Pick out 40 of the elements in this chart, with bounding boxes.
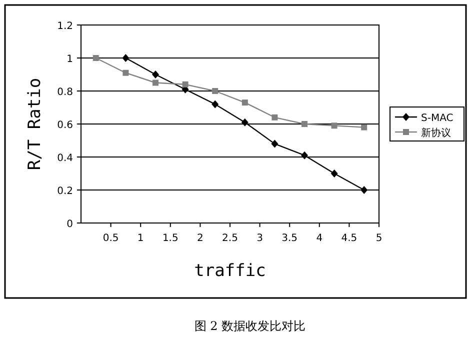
x-tick-label: 3.5 (282, 233, 298, 244)
point (272, 114, 278, 120)
x-tick-label: 1.5 (162, 233, 178, 244)
point (122, 54, 130, 62)
point (92, 55, 99, 61)
point (360, 186, 368, 194)
y-tick-label: 0.4 (57, 153, 73, 164)
x-axis-title: traffic (194, 261, 266, 281)
x-tick-label: 5 (376, 233, 382, 244)
caption: 图 2 数据收发比对比 (194, 319, 306, 333)
y-tick-label: 0.2 (57, 186, 73, 197)
point (122, 70, 129, 76)
point (241, 118, 248, 126)
y-tick-label: 0 (66, 219, 73, 230)
point (242, 100, 248, 106)
y-tick-label: 1 (66, 54, 73, 65)
legend-label: S-MAC (421, 113, 454, 124)
point (152, 70, 159, 78)
point (152, 80, 158, 86)
x-tick-label: 2.5 (222, 233, 238, 244)
x-tick-label: 3 (256, 233, 263, 244)
x-tick-label: 2 (197, 233, 204, 244)
x-tick-label: 4 (316, 233, 323, 244)
point (330, 170, 338, 178)
y-axis-title: R/T Ratio (25, 78, 45, 170)
point (212, 88, 218, 94)
x-tick-label: 0.5 (102, 233, 119, 244)
legend-label: 新协议 (421, 127, 451, 139)
point (331, 122, 338, 129)
point (302, 121, 308, 127)
y-tick-label: 1.2 (57, 21, 73, 32)
y-tick-label: 0.6 (57, 120, 73, 131)
point (271, 140, 278, 148)
y-tick-label: 0.8 (57, 87, 73, 98)
point (361, 124, 368, 130)
point (212, 100, 219, 108)
point (301, 151, 308, 160)
x-tick-label: 1 (137, 233, 144, 244)
point (182, 81, 188, 88)
x-tick-label: 4.5 (341, 233, 358, 244)
